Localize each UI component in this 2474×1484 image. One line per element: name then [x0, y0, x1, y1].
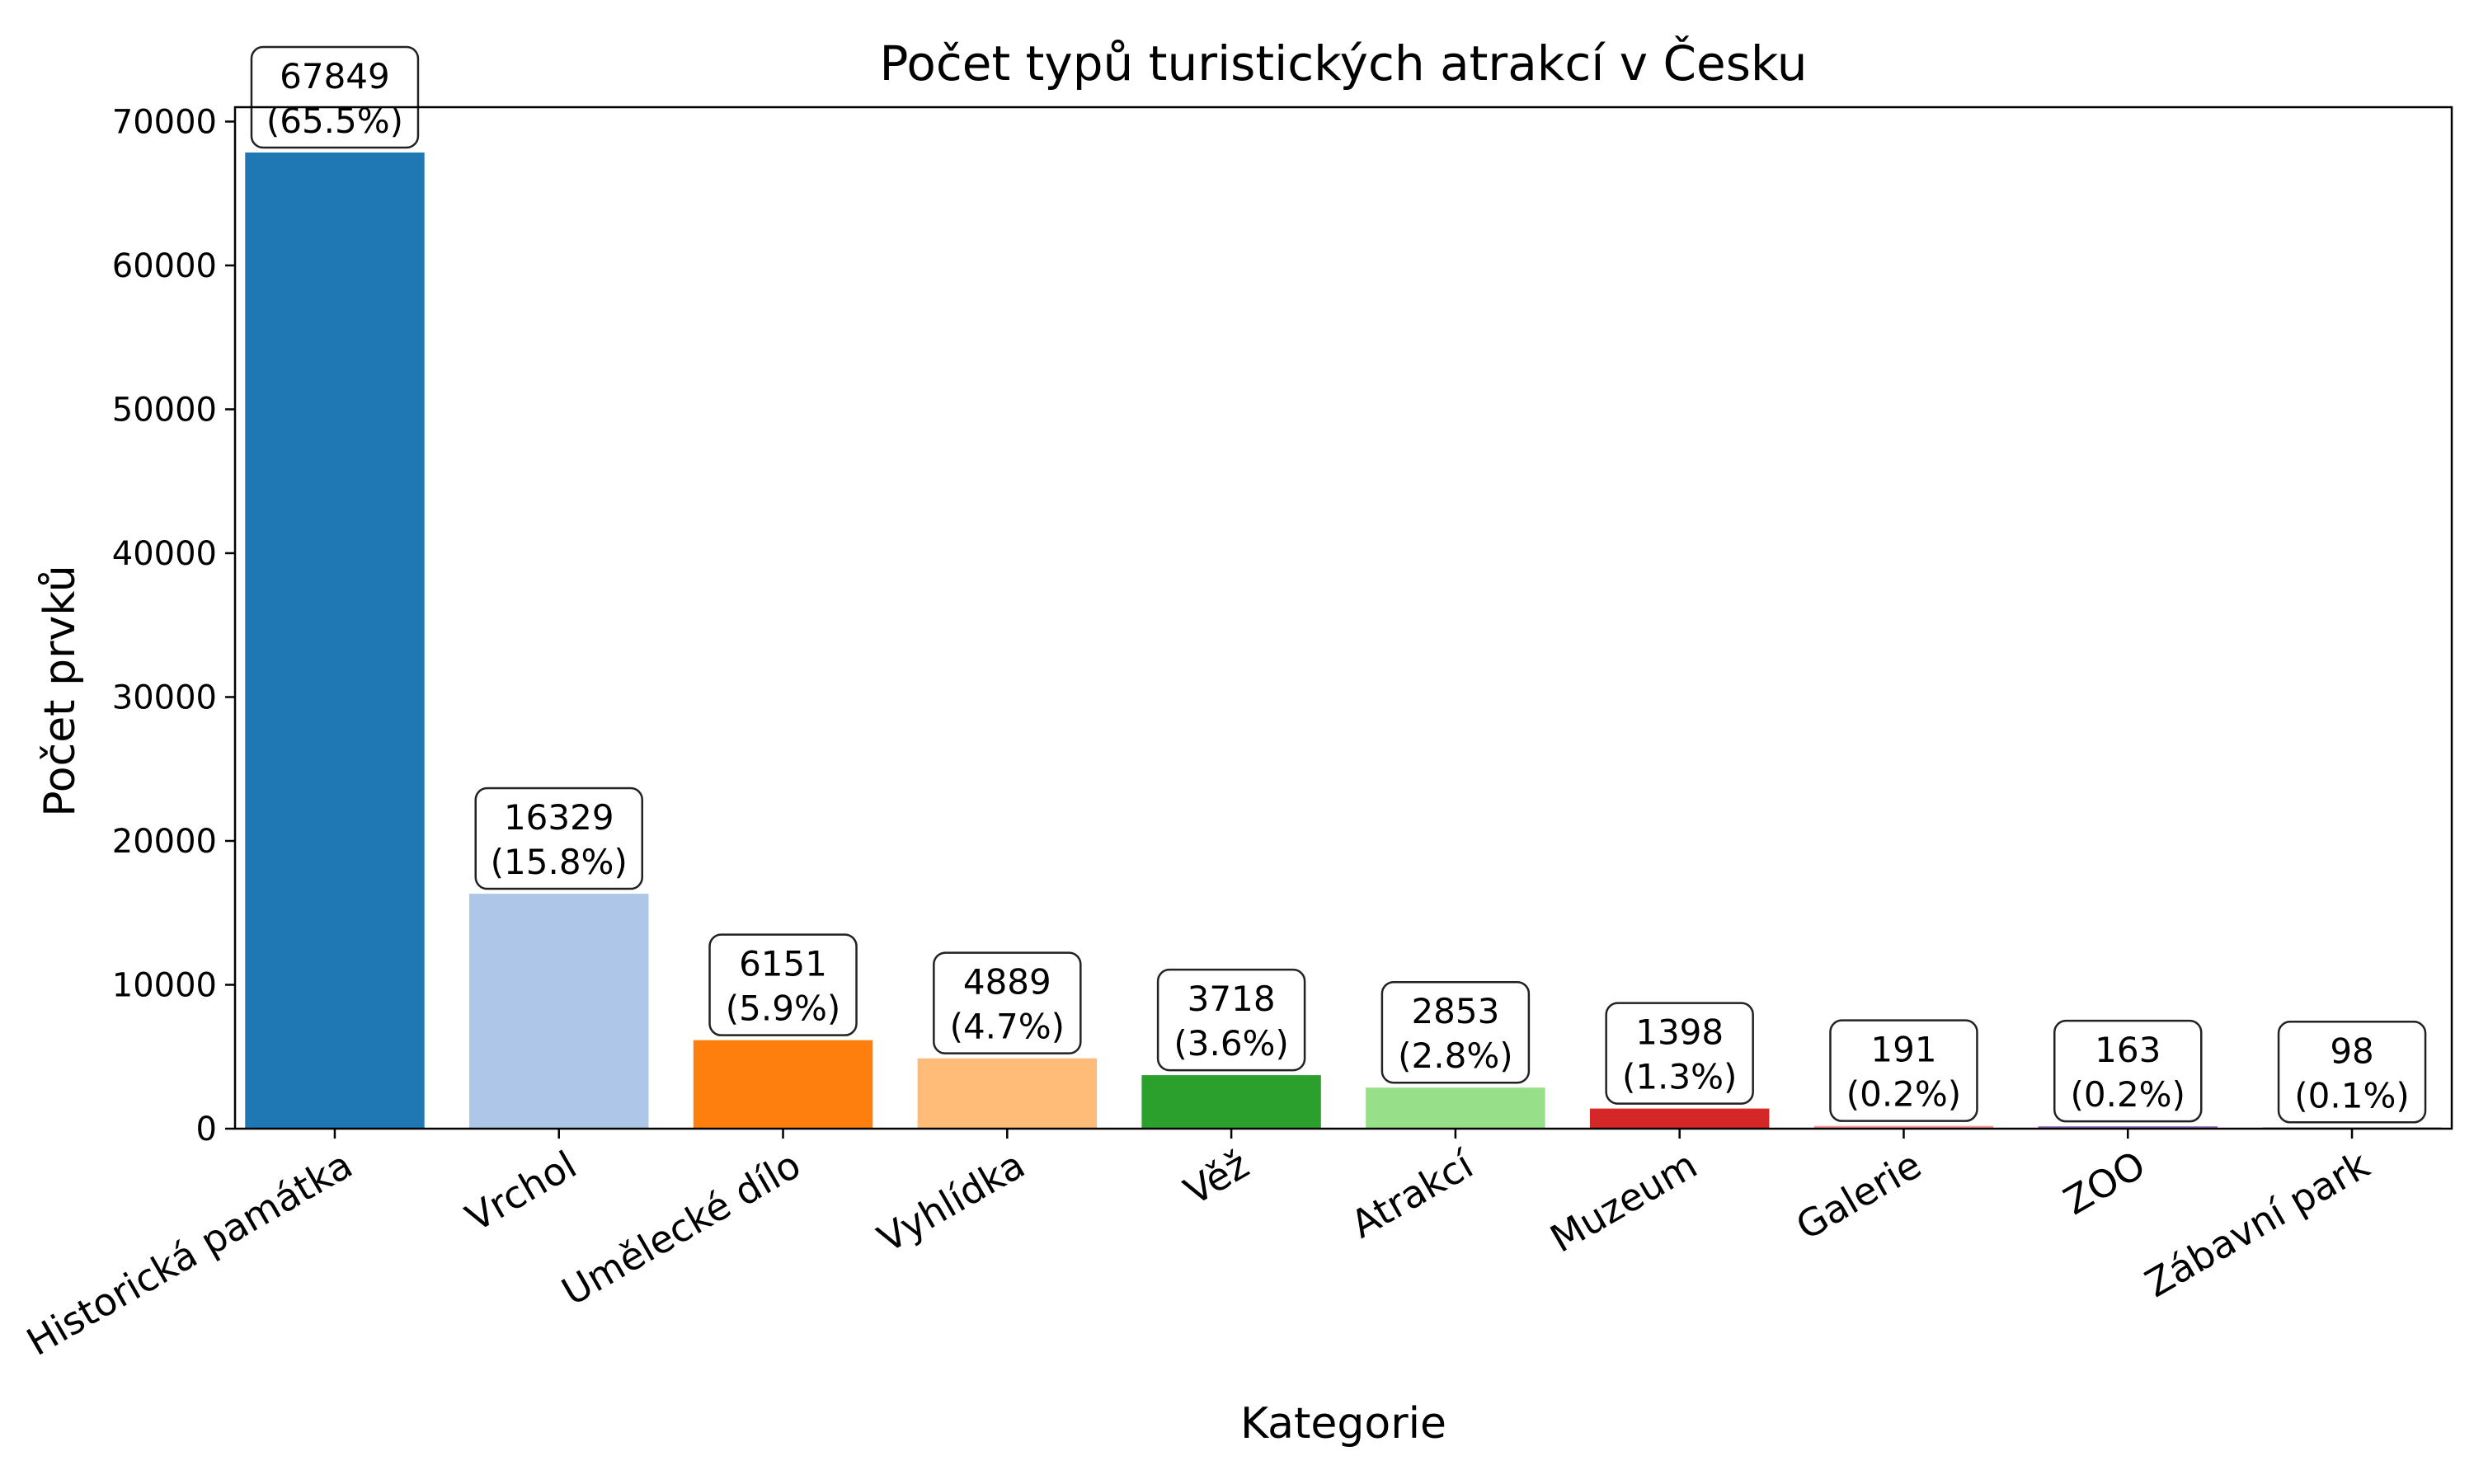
bar	[469, 894, 649, 1129]
bar	[1366, 1087, 1545, 1129]
data-label-box	[708, 933, 858, 1036]
data-label-value: 2853	[1411, 991, 1499, 1031]
data-label-value: 98	[2330, 1031, 2373, 1071]
bar	[1141, 1075, 1321, 1129]
data-label-box	[2277, 1021, 2427, 1124]
y-tick-label: 30000	[112, 679, 217, 716]
y-tick-label: 60000	[112, 247, 217, 285]
y-tick-label: 40000	[112, 535, 217, 573]
bar	[1813, 1125, 1994, 1129]
y-tick-label: 50000	[112, 391, 217, 429]
data-label-box	[250, 45, 420, 149]
bar	[245, 152, 425, 1129]
data-label-percent: (0.1%)	[2294, 1075, 2409, 1115]
bar	[1589, 1108, 1770, 1129]
data-label-percent: (1.3%)	[1622, 1057, 1737, 1097]
data-label-value: 1398	[1635, 1012, 1724, 1053]
plot-frame	[233, 106, 2453, 1130]
y-tick-label: 20000	[112, 823, 217, 861]
data-labels: 67849(65.5%)16329(15.8%)6151(5.9%)4889(4…	[250, 45, 2427, 1124]
y-tick-label: 70000	[112, 103, 217, 141]
y-axis: 0 10000 20000 30000 40000 50000 60000 70000	[112, 103, 235, 1148]
data-label-value: 3718	[1188, 979, 1276, 1019]
bars	[245, 152, 2442, 1129]
chart-title: Počet typů turistických atrakcí v Česku	[880, 35, 1808, 92]
bar	[693, 1040, 873, 1129]
data-label-percent: (0.2%)	[2071, 1074, 2185, 1115]
data-label-box	[1605, 1002, 1754, 1105]
bar	[2038, 1126, 2218, 1129]
x-axis-title: Kategorie	[1240, 1399, 1446, 1449]
data-label-value: 6151	[739, 944, 827, 984]
data-label-value: 191	[1870, 1030, 1936, 1070]
data-label-box	[1829, 1019, 1978, 1122]
data-label-percent: (15.8%)	[491, 842, 628, 882]
data-label-value: 163	[2095, 1030, 2161, 1070]
y-axis-title: Počet prvků	[35, 565, 85, 816]
data-label-box	[1380, 980, 1531, 1084]
data-label-box	[474, 787, 643, 890]
data-label-percent: (5.9%)	[726, 989, 840, 1029]
data-label-value: 4889	[963, 962, 1051, 1003]
y-tick-label: 10000	[112, 966, 217, 1004]
data-label-percent: (0.2%)	[1846, 1074, 1961, 1115]
data-label-percent: (3.6%)	[1174, 1023, 1288, 1064]
bar	[917, 1058, 1098, 1129]
y-tick-label: 0	[196, 1111, 217, 1148]
data-label-percent: (4.7%)	[950, 1007, 1065, 1047]
data-label-percent: (2.8%)	[1398, 1036, 1512, 1076]
data-label-value: 67849	[280, 56, 390, 96]
data-label-box	[2053, 1019, 2203, 1123]
data-label-value: 16329	[504, 797, 614, 838]
data-label-box	[933, 951, 1082, 1054]
data-label-box	[1156, 968, 1306, 1072]
